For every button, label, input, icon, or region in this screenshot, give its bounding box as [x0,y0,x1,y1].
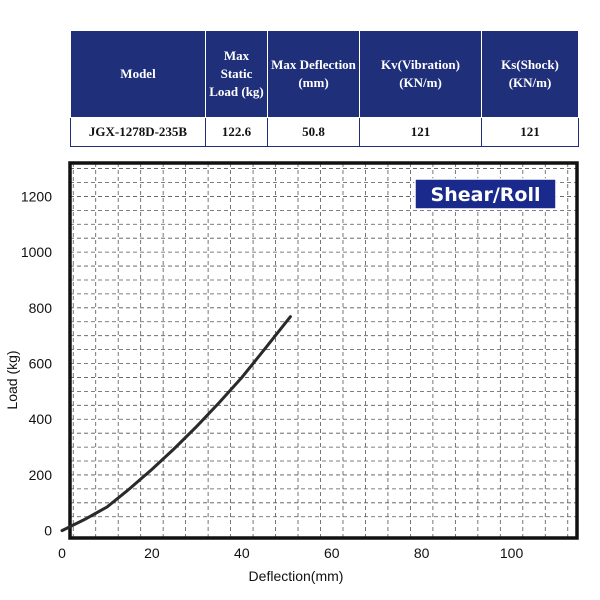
header-ks-shock: Ks(Shock) (KN/m) [481,30,579,118]
y-tick-label: 1000 [21,244,52,260]
y-axis-title: Load (kg) [4,350,20,409]
spec-table: Model Max Static Load (kg) Max Deflectio… [70,30,579,147]
header-max-deflection: Max Deflection (mm) [267,30,360,118]
y-tick-label: 400 [29,411,53,427]
plot-frame [68,161,579,540]
y-tick-label: 200 [29,467,53,483]
cell-max-deflection: 50.8 [267,117,360,147]
cell-ks-shock: 121 [481,117,579,147]
y-tick-label: 600 [29,356,53,372]
y-tick-label: 0 [44,523,52,539]
x-tick-label: 100 [500,545,524,561]
badge-label: Shear/Roll [431,184,541,206]
x-axis-title: Deflection(mm) [249,568,344,584]
shear-roll-badge: Shear/Roll [414,178,557,210]
vertical-grid-lines [72,163,569,538]
cell-max-static-load: 122.6 [205,117,268,147]
y-axis-ticks: 0 200 400 600 800 1000 1200 [21,188,52,538]
spec-header-row: Model Max Static Load (kg) Max Deflectio… [70,30,579,118]
badge-background [414,178,557,210]
cell-model: JGX-1278D-235B [70,117,206,147]
spec-data-row: JGX-1278D-235B 122.6 50.8 121 121 [70,117,579,147]
load-curve [60,315,292,533]
cell-kv-vibration: 121 [359,117,482,147]
x-tick-label: 0 [58,545,66,561]
header-model: Model [70,30,206,118]
header-kv-vibration: Kv(Vibration) (KN/m) [359,30,482,118]
y-tick-label: 800 [29,300,53,316]
x-tick-label: 40 [234,545,250,561]
grid-lines [70,163,577,538]
header-max-static-load: Max Static Load (kg) [205,30,268,118]
x-tick-label: 80 [414,545,430,561]
horizontal-grid-lines [70,168,577,518]
x-tick-label: 60 [324,545,340,561]
load-deflection-chart: 0 20 40 60 80 100 0 200 400 600 800 1000 1200 Defle… [4,161,579,584]
y-tick-label: 1200 [21,188,52,204]
x-axis-ticks: 0 20 40 60 80 100 [58,545,523,561]
x-tick-label: 20 [144,545,160,561]
